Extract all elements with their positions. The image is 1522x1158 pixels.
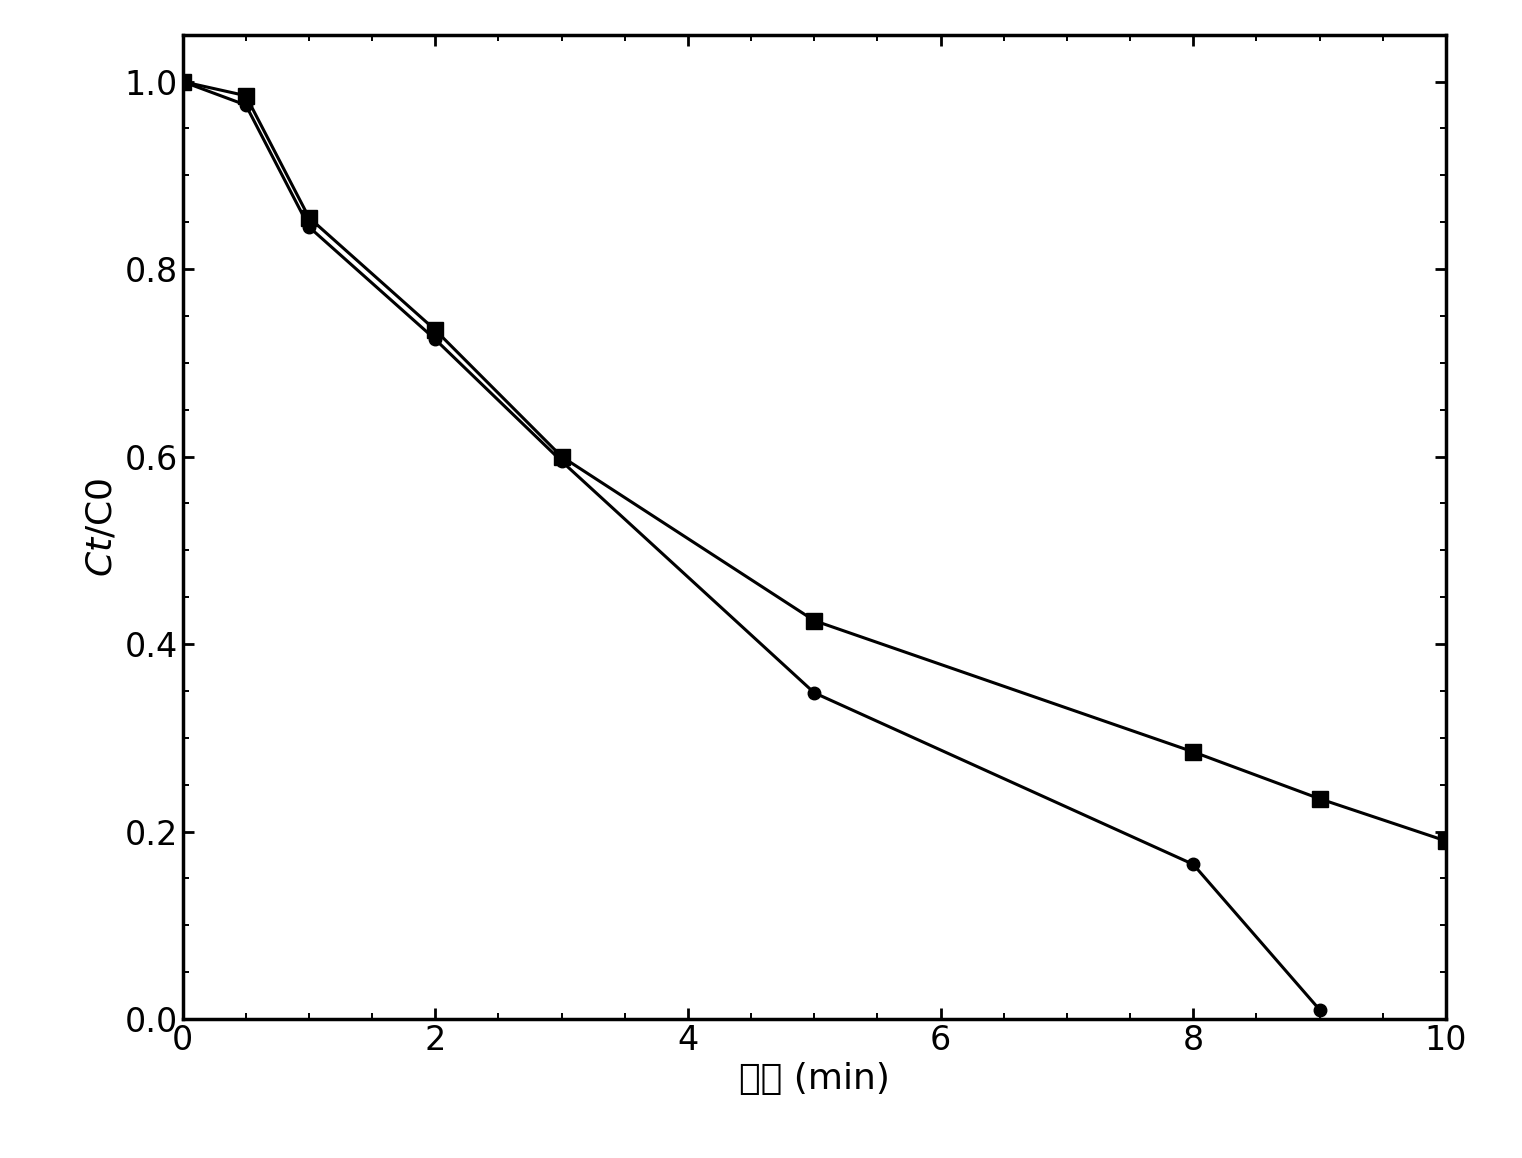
X-axis label: 时间 (min): 时间 (min) <box>738 1062 890 1097</box>
Y-axis label: $\mathit{Ct}$/C0: $\mathit{Ct}$/C0 <box>85 477 119 577</box>
